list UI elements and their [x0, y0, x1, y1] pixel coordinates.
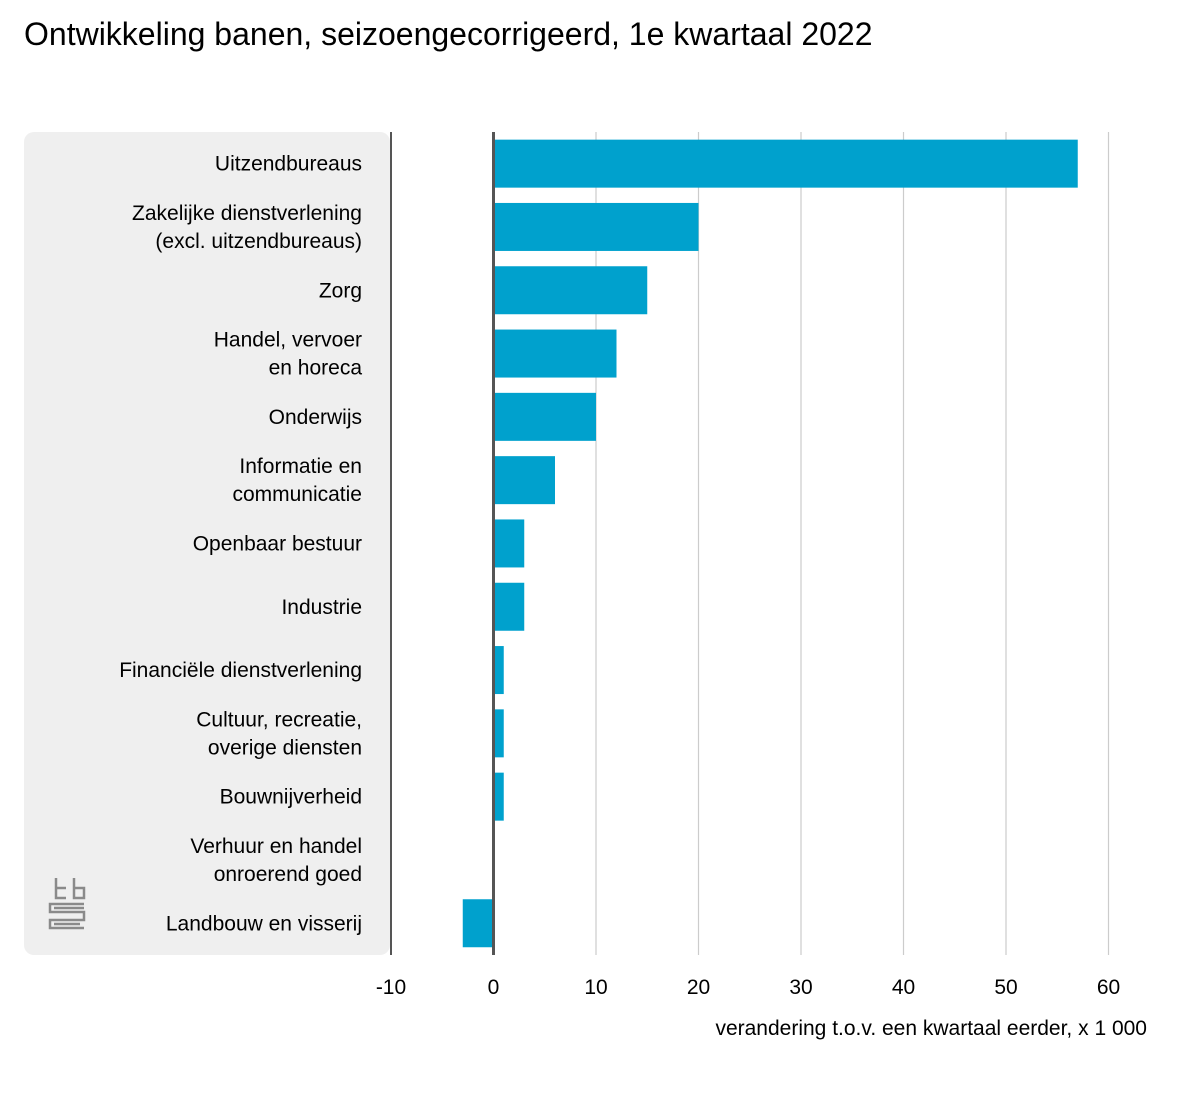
category-label: Industrie — [281, 596, 362, 619]
category-label: Openbaar bestuur — [193, 532, 362, 555]
category-label: onroerend goed — [214, 863, 362, 886]
bar — [493, 266, 648, 315]
category-label: Informatie en — [239, 455, 362, 478]
category-label: Financiële dienstverlening — [119, 659, 362, 682]
x-tick-labels: -10 0 10 20 30 40 50 60 — [376, 976, 1120, 999]
x-tick-label: 50 — [994, 976, 1017, 999]
category-label: Verhuur en handel — [190, 835, 362, 858]
category-label: en horeca — [269, 357, 363, 380]
gridlines — [595, 132, 1110, 955]
bar — [493, 202, 699, 251]
bar — [493, 456, 555, 505]
bar — [493, 519, 525, 568]
category-label: Uitzendbureaus — [215, 153, 362, 176]
x-tick-label: 60 — [1097, 976, 1120, 999]
category-label: (excl. uitzendbureaus) — [155, 230, 362, 253]
category-panel — [24, 132, 390, 955]
category-label: Landbouw en visserij — [166, 912, 362, 935]
bar — [493, 772, 504, 821]
bar — [493, 582, 525, 631]
x-tick-label: 10 — [584, 976, 607, 999]
chart-title: Ontwikkeling banen, seizoengecorrigeerd,… — [24, 16, 873, 52]
x-tick-label: 0 — [488, 976, 500, 999]
category-label: Cultuur, recreatie, — [196, 708, 362, 731]
x-tick-label: -10 — [376, 976, 406, 999]
bar — [493, 646, 504, 695]
bar — [462, 899, 494, 948]
category-label: communicatie — [232, 483, 362, 506]
bar — [493, 139, 1078, 188]
bar — [493, 329, 617, 378]
category-label: Zorg — [319, 279, 362, 302]
category-label: Onderwijs — [269, 406, 362, 429]
x-axis-label: verandering t.o.v. een kwartaal eerder, … — [715, 1017, 1147, 1040]
bar — [493, 709, 504, 758]
x-tick-label: 40 — [892, 976, 915, 999]
x-tick-label: 20 — [687, 976, 710, 999]
bar — [493, 392, 596, 441]
cbs-logo-icon — [48, 878, 86, 930]
bars — [462, 139, 1078, 948]
category-label: Zakelijke dienstverlening — [132, 202, 362, 225]
category-label: Handel, vervoer — [214, 329, 362, 352]
category-labels: Uitzendbureaus Zakelijke dienstverlening (… — [119, 153, 362, 936]
category-label: Bouwnijverheid — [220, 786, 362, 809]
category-label: overige diensten — [208, 736, 362, 759]
x-tick-label: 30 — [789, 976, 812, 999]
